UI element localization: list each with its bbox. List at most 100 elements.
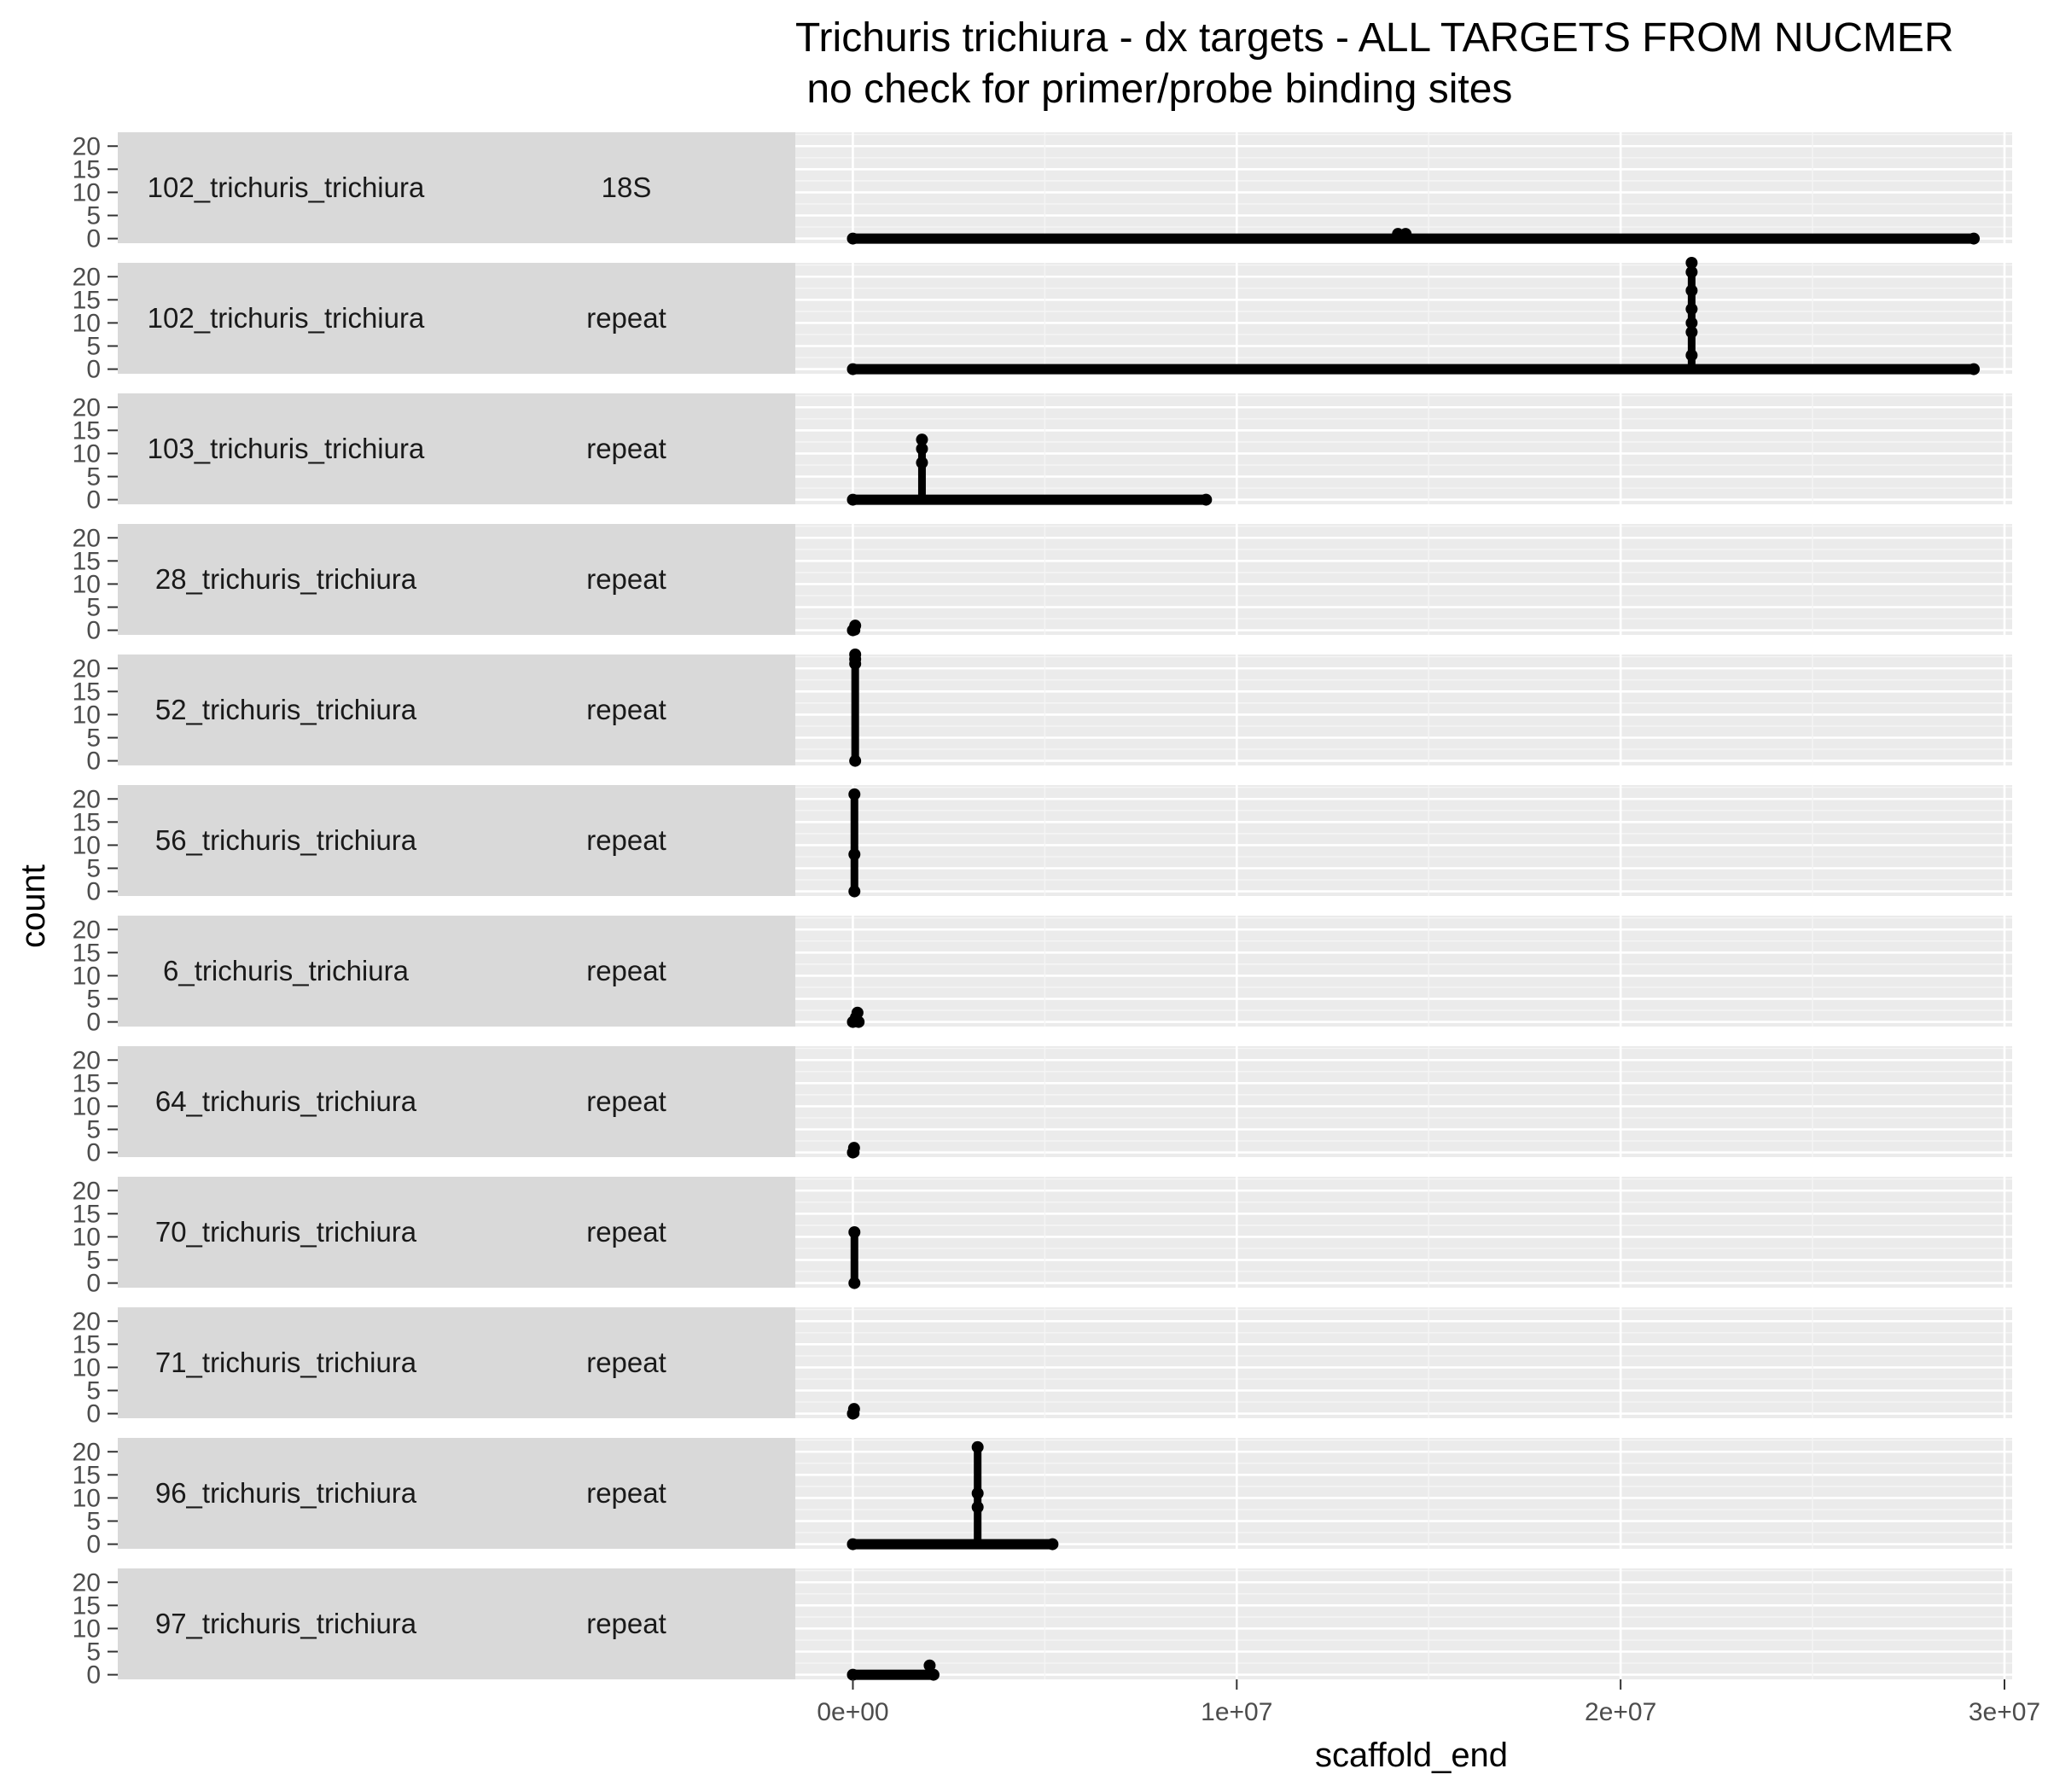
y-tick-label: 10 <box>73 1092 101 1120</box>
x-tick-label: 1e+07 <box>1201 1698 1272 1726</box>
y-tick-label: 5 <box>86 1377 101 1405</box>
data-point <box>916 457 928 469</box>
facet-target-label: repeat <box>586 1347 666 1378</box>
y-tick-label: 15 <box>73 1461 101 1489</box>
data-point <box>1968 232 1981 245</box>
y-tick-label: 20 <box>73 655 101 683</box>
y-tick-label: 15 <box>73 155 101 183</box>
chart-subtitle: no check for primer/probe binding sites <box>795 67 1512 112</box>
facets-layer: 102_trichuris_trichiura 18S05101520102_tr… <box>73 132 2012 1690</box>
y-tick-label: 0 <box>86 748 101 776</box>
y-tick-label: 5 <box>86 724 101 753</box>
y-tick-label: 20 <box>73 1307 101 1335</box>
y-tick-label: 15 <box>73 1591 101 1620</box>
data-point <box>916 433 928 446</box>
data-point <box>848 788 861 800</box>
y-tick-label: 0 <box>86 1009 101 1037</box>
data-point <box>848 1277 861 1289</box>
y-tick-label: 0 <box>86 225 101 253</box>
facet-label: 52_trichuris_trichiura <box>155 694 417 725</box>
y-tick-label: 5 <box>86 1247 101 1275</box>
facet-target-label: repeat <box>586 433 666 464</box>
y-tick-label: 10 <box>73 1484 101 1512</box>
y-tick-label: 10 <box>73 1223 101 1251</box>
y-tick-label: 0 <box>86 486 101 515</box>
data-point <box>848 1226 861 1238</box>
x-axis-title: scaffold_end <box>1315 1737 1508 1774</box>
data-point <box>916 443 928 455</box>
data-point <box>971 1501 984 1514</box>
y-tick-label: 15 <box>73 939 101 967</box>
data-point <box>847 1668 859 1681</box>
facet-target-label: repeat <box>586 955 666 986</box>
y-tick-label: 15 <box>73 678 101 706</box>
y-tick-label: 5 <box>86 1116 101 1144</box>
facet-label: 102_trichuris_trichiura <box>148 302 425 334</box>
data-point <box>1046 1538 1059 1551</box>
data-point <box>847 1403 860 1416</box>
facet-strip <box>118 1568 795 1679</box>
facet-strip <box>118 1177 795 1288</box>
y-tick-label: 20 <box>73 916 101 944</box>
x-axis: 0e+00 1e+07 2e+07 3e+07 <box>817 1679 2040 1726</box>
facet-strip <box>118 263 795 374</box>
facet-strip <box>118 655 795 765</box>
y-tick-label: 5 <box>86 202 101 230</box>
data-point <box>1685 257 1698 269</box>
facet-strip <box>118 1438 795 1549</box>
facet-label: 97_trichuris_trichiura <box>155 1608 417 1639</box>
facet-label: 56_trichuris_trichiura <box>155 824 417 856</box>
facet-target-label: repeat <box>586 824 666 856</box>
facet-target-label: repeat <box>586 694 666 725</box>
y-tick-label: 20 <box>73 132 101 160</box>
y-tick-label: 10 <box>73 701 101 729</box>
data-point <box>1685 349 1698 362</box>
chart-title: Trichuris trichiura - dx targets - ALL T… <box>795 15 1954 61</box>
data-point <box>1685 284 1698 297</box>
y-tick-label: 20 <box>73 1568 101 1597</box>
y-tick-label: 5 <box>86 594 101 622</box>
data-point <box>849 620 862 632</box>
y-tick-label: 15 <box>73 1330 101 1359</box>
y-tick-label: 0 <box>86 356 101 384</box>
y-tick-label: 20 <box>73 393 101 422</box>
facet-strip <box>118 132 795 243</box>
y-tick-label: 5 <box>86 986 101 1014</box>
y-tick-label: 5 <box>86 855 101 883</box>
data-point <box>848 885 861 898</box>
facet-target-label: repeat <box>586 1477 666 1509</box>
y-tick-label: 15 <box>73 1200 101 1228</box>
facet-strip <box>118 1046 795 1157</box>
facet-label: 28_trichuris_trichiura <box>155 563 417 595</box>
data-point <box>847 1142 860 1155</box>
y-tick-label: 10 <box>73 439 101 468</box>
data-point <box>1399 228 1412 241</box>
facet-strip <box>118 393 795 504</box>
data-point <box>1200 493 1213 506</box>
y-tick-label: 0 <box>86 1400 101 1428</box>
facet-strip <box>118 916 795 1027</box>
facet-label: 96_trichuris_trichiura <box>155 1477 417 1509</box>
y-tick-label: 0 <box>86 1270 101 1298</box>
y-tick-label: 15 <box>73 808 101 836</box>
y-tick-label: 15 <box>73 547 101 575</box>
facet-label: 102_trichuris_trichiura <box>148 172 425 203</box>
y-tick-label: 0 <box>86 617 101 645</box>
y-tick-label: 5 <box>86 463 101 492</box>
data-point <box>849 754 862 767</box>
y-tick-label: 5 <box>86 333 101 361</box>
facet-target-label: repeat <box>586 563 666 595</box>
y-tick-label: 20 <box>73 1177 101 1205</box>
data-point <box>847 232 859 245</box>
y-tick-label: 20 <box>73 1046 101 1074</box>
facet-strip <box>118 1307 795 1418</box>
y-axis-title: count <box>15 864 52 948</box>
